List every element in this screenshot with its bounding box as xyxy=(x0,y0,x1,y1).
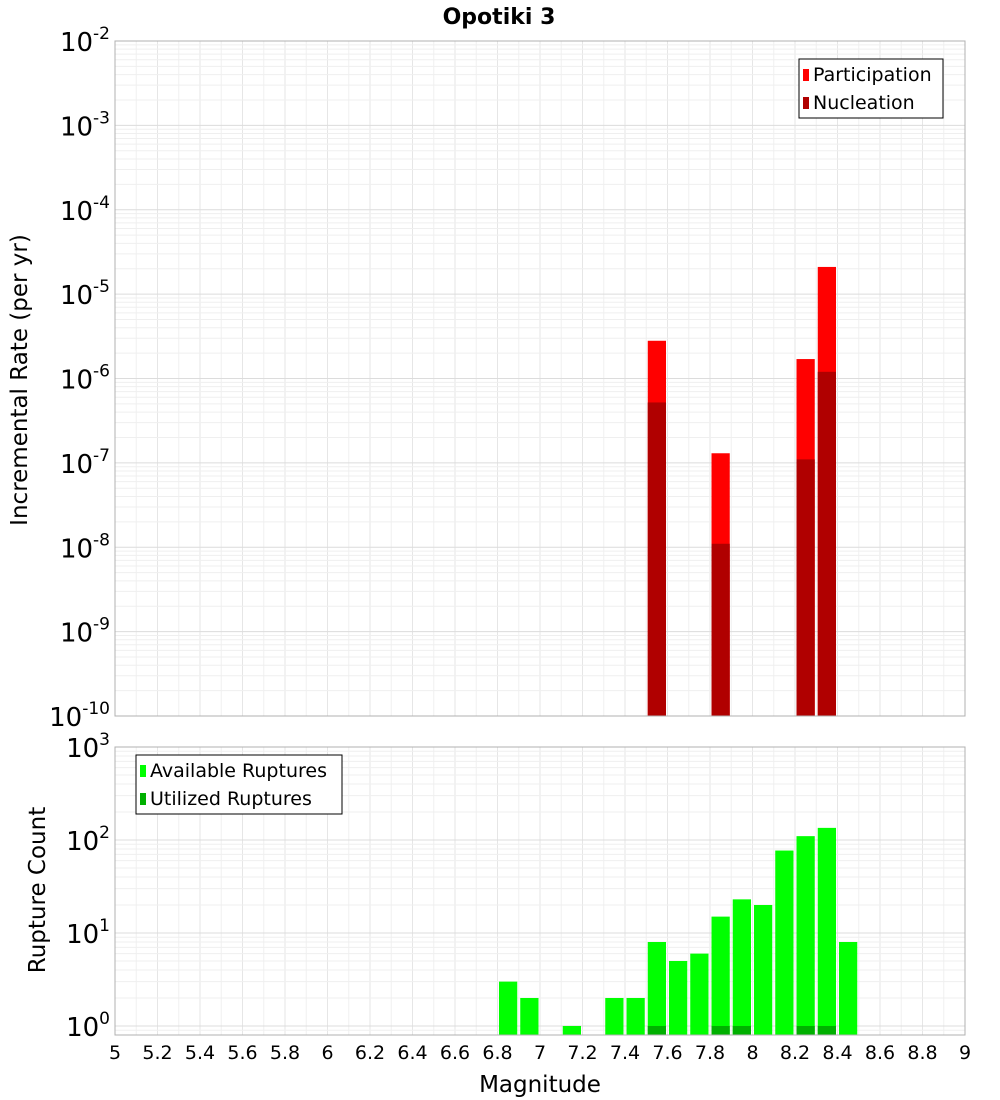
y-tick-label: 10-2 xyxy=(60,24,110,58)
y-tick-label: 10-4 xyxy=(60,193,110,227)
x-tick-label: 6.6 xyxy=(440,1042,470,1064)
plot-frame xyxy=(114,746,966,1036)
bar-7-15 xyxy=(562,1025,581,1035)
x-tick-label: 8 xyxy=(746,1042,758,1064)
bar-8-15 xyxy=(775,850,794,1035)
x-axis-label: Magnitude xyxy=(479,1072,601,1098)
bar-7-35 xyxy=(605,997,624,1035)
legend-label: Participation xyxy=(813,64,932,86)
y-tick-label: 102 xyxy=(66,823,110,857)
bar-7-95 xyxy=(732,899,751,1035)
overlay-bar-8-35 xyxy=(817,371,836,716)
bar-7-85 xyxy=(711,916,730,1035)
bottom-y-axis-label: Rupture Count xyxy=(25,807,51,973)
participation-nucleation-chart: 10-10 10-9 10-8 10-7 10-6 10-5 10-4 10-3 10-2 Par… xyxy=(49,24,966,733)
y-tick-label: 10-6 xyxy=(60,362,110,396)
y-tick-label: 10-3 xyxy=(60,108,110,142)
overlay-bar-7-85 xyxy=(711,1025,730,1035)
x-tick-label: 6.8 xyxy=(482,1042,512,1064)
x-tick-label: 5 xyxy=(109,1042,121,1064)
x-tick-label: 8.6 xyxy=(865,1042,895,1064)
overlay-bar-7-55 xyxy=(647,1025,666,1035)
bar-8-25 xyxy=(796,836,815,1035)
x-tick-label: 5.8 xyxy=(270,1042,300,1064)
legend-label: Nucleation xyxy=(813,92,915,114)
x-tick-label: 8.8 xyxy=(907,1042,937,1064)
overlay-bar-7-85 xyxy=(711,543,730,716)
x-tick-label: 7.4 xyxy=(610,1042,640,1064)
legend-label: Available Ruptures xyxy=(150,760,327,782)
x-tick-label: 9 xyxy=(959,1042,971,1064)
bar-7-65 xyxy=(669,960,688,1035)
y-tick-label: 100 xyxy=(66,1009,110,1043)
grid xyxy=(114,40,966,717)
legend-box xyxy=(798,58,944,119)
x-tick-label: 7.2 xyxy=(567,1042,597,1064)
bar-7-75 xyxy=(690,953,709,1035)
y-tick-label: 10-10 xyxy=(49,699,110,733)
legend-swatch xyxy=(803,97,809,109)
x-tick-label: 5.2 xyxy=(142,1042,172,1064)
y-tick-label: 10-8 xyxy=(60,530,110,564)
x-tick-label: 6.4 xyxy=(397,1042,427,1064)
x-tick-label: 5.4 xyxy=(185,1042,215,1064)
bar-6-95 xyxy=(520,997,539,1035)
bar-7-55 xyxy=(647,942,666,1035)
x-tick-label: 7.6 xyxy=(652,1042,682,1064)
legend: Available Ruptures Utilized Ruptures xyxy=(135,754,343,815)
legend-box xyxy=(135,754,343,815)
y-tick-label: 10-9 xyxy=(60,615,110,649)
x-tick-label: 8.4 xyxy=(822,1042,852,1064)
bar-6-85 xyxy=(499,981,518,1035)
bar-8-05 xyxy=(754,904,773,1035)
overlay-bar-7-95 xyxy=(732,1025,751,1035)
overlay-bar-8-25 xyxy=(796,1025,815,1035)
bar-7-45 xyxy=(626,997,645,1035)
y-tick-label: 103 xyxy=(66,730,110,764)
top-y-axis-label: Incremental Rate (per yr) xyxy=(7,234,33,526)
y-tick-label: 10-5 xyxy=(60,277,110,311)
x-tick-label: 7.8 xyxy=(695,1042,725,1064)
legend: Participation Nucleation xyxy=(798,58,944,119)
chart-title: Opotiki 3 xyxy=(443,5,556,30)
y-tick-label: 101 xyxy=(66,916,110,950)
bar-8-35 xyxy=(817,827,836,1035)
bars xyxy=(499,827,858,1035)
legend-swatch xyxy=(140,765,146,777)
legend-swatch xyxy=(803,69,809,81)
y-tick-label: 10-7 xyxy=(60,446,110,480)
x-tick-label: 5.6 xyxy=(227,1042,257,1064)
overlay-bar-8-25 xyxy=(796,459,815,716)
overlay-bar-8-35 xyxy=(817,1025,836,1035)
legend-swatch xyxy=(140,793,146,805)
bars xyxy=(647,266,836,716)
bar-8-45 xyxy=(839,942,858,1035)
x-tick-label: 8.2 xyxy=(780,1042,810,1064)
x-tick-label: 7 xyxy=(534,1042,546,1064)
x-tick-label: 6.2 xyxy=(355,1042,385,1064)
plot-frame xyxy=(114,40,966,717)
overlay-bar-7-55 xyxy=(647,402,666,716)
x-tick-label: 6 xyxy=(321,1042,333,1064)
legend-label: Utilized Ruptures xyxy=(150,788,312,810)
